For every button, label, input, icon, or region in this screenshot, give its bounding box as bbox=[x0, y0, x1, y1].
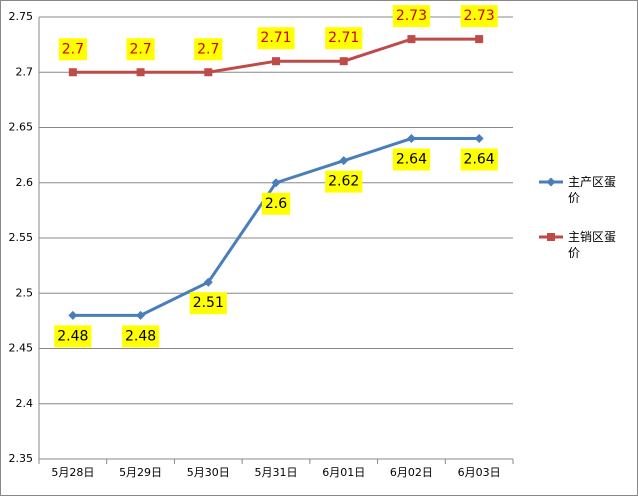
data-label-box bbox=[325, 27, 363, 50]
y-tick-label: 2.65 bbox=[9, 121, 34, 134]
data-label: 2.71 bbox=[260, 30, 291, 46]
x-tick-label: 5月30日 bbox=[187, 466, 230, 479]
marker bbox=[546, 177, 556, 187]
x-tick-label: 5月28日 bbox=[51, 466, 94, 479]
data-label-box bbox=[460, 148, 498, 171]
data-label: 2.64 bbox=[464, 152, 495, 168]
data-label-box bbox=[121, 325, 160, 348]
marker bbox=[272, 57, 280, 66]
y-tick-label: 2.45 bbox=[9, 342, 34, 355]
x-tick-label: 6月03日 bbox=[458, 466, 501, 479]
marker bbox=[475, 35, 484, 44]
marker bbox=[271, 178, 281, 188]
data-label-box bbox=[257, 27, 295, 50]
data-label: 2.48 bbox=[57, 328, 88, 344]
legend-label: 主销区蛋价 bbox=[568, 230, 617, 260]
marker bbox=[136, 310, 146, 320]
y-tick-label: 2.35 bbox=[9, 452, 34, 465]
x-tick-label: 6月02日 bbox=[390, 466, 433, 479]
y-tick-label: 2.55 bbox=[9, 231, 34, 244]
data-label-box bbox=[325, 170, 363, 193]
data-label: 2.51 bbox=[193, 295, 224, 311]
marker bbox=[474, 134, 484, 144]
data-label-box bbox=[194, 38, 223, 61]
x-tick-label: 6月01日 bbox=[322, 466, 365, 479]
data-label-box bbox=[460, 5, 498, 28]
data-label: 2.6 bbox=[265, 196, 287, 212]
data-label-box bbox=[392, 5, 431, 28]
data-label: 2.7 bbox=[129, 41, 151, 57]
marker bbox=[136, 68, 145, 77]
y-tick-label: 2.6 bbox=[16, 176, 34, 189]
x-tick-label: 5月29日 bbox=[119, 466, 162, 479]
data-label: 2.62 bbox=[328, 174, 359, 190]
data-label: 2.48 bbox=[125, 328, 156, 344]
data-label: 2.73 bbox=[396, 8, 427, 24]
marker bbox=[547, 233, 555, 241]
x-tick-label: 5月31日 bbox=[255, 466, 298, 479]
data-label: 2.71 bbox=[328, 30, 359, 46]
data-label-box bbox=[126, 38, 155, 61]
marker bbox=[68, 68, 77, 77]
marker bbox=[407, 35, 416, 44]
marker bbox=[203, 277, 213, 287]
data-label-box bbox=[54, 325, 92, 348]
legend-label: 主产区蛋价 bbox=[568, 175, 617, 205]
y-tick-label: 2.7 bbox=[16, 65, 34, 78]
data-label: 2.7 bbox=[62, 41, 84, 57]
data-label-box bbox=[261, 192, 291, 215]
y-tick-label: 2.4 bbox=[16, 397, 34, 410]
y-tick-label: 2.75 bbox=[9, 10, 34, 23]
data-label-box bbox=[189, 292, 227, 315]
data-label-box bbox=[392, 148, 431, 171]
data-label-box bbox=[58, 38, 87, 61]
y-tick-label: 2.5 bbox=[16, 286, 34, 299]
marker bbox=[339, 156, 349, 166]
data-label: 2.7 bbox=[197, 41, 219, 57]
marker bbox=[68, 310, 78, 320]
marker bbox=[406, 134, 416, 144]
data-label: 2.73 bbox=[464, 8, 495, 24]
marker bbox=[204, 68, 213, 77]
marker bbox=[339, 57, 348, 66]
data-label: 2.64 bbox=[396, 152, 427, 168]
